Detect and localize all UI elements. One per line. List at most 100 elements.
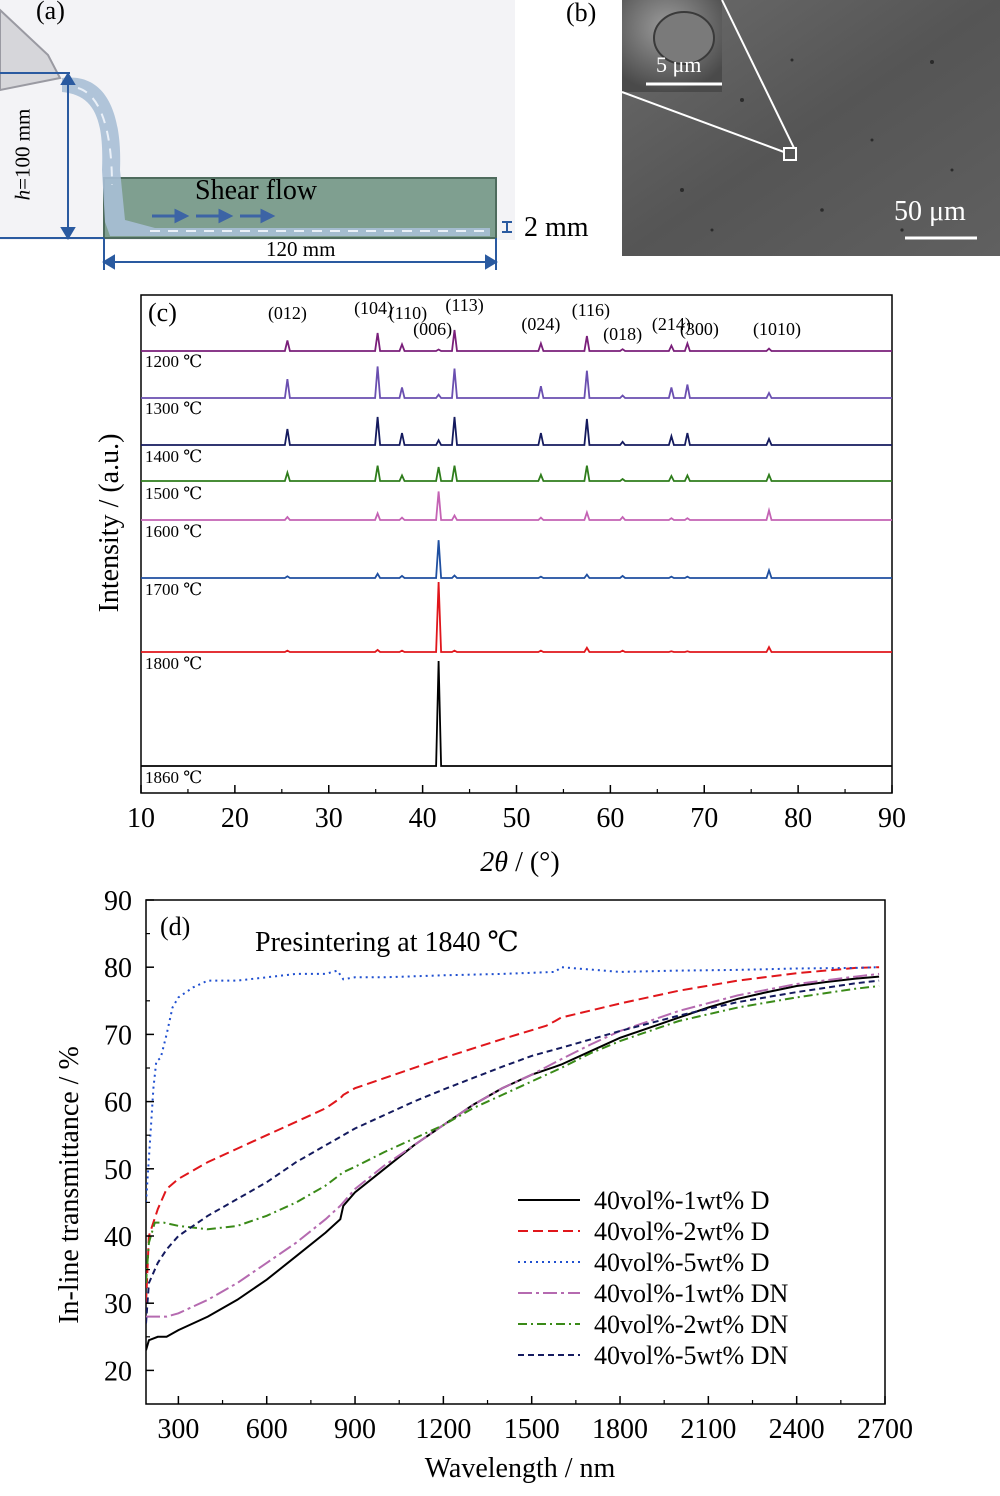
xrd-peak-label: (113)	[445, 295, 483, 316]
flow-streamline	[77, 87, 113, 186]
xrd-x-tick-label: 40	[409, 803, 437, 834]
tr-y-axis-label: In-line transmittance / %	[54, 1046, 85, 1324]
xrd-plot-frame	[140, 294, 893, 794]
inset-leader-upper	[721, 0, 795, 149]
tr-x-tick-label: 900	[334, 1414, 376, 1445]
tr-plot-frame	[145, 899, 886, 1405]
tr-x-tick-label: 1800	[592, 1414, 648, 1445]
xrd-peak-label: (018)	[603, 324, 642, 345]
tr-series-line	[146, 979, 880, 1324]
tr-x-tick-label: 1200	[415, 1414, 471, 1445]
tr-legend-label: 40vol%-5wt% D	[594, 1248, 769, 1277]
tr-legend-label: 40vol%-1wt% DN	[594, 1279, 788, 1308]
xrd-series-label: 1200 ℃	[145, 352, 202, 371]
xrd-x-ticks: 10 20 30 40 50 60 70 80 90	[127, 785, 906, 834]
xrd-series-group: 1200 ℃ 1300 ℃ 1400 ℃ 1500 ℃ 1600 ℃ 1700 ℃ 1800…	[141, 329, 892, 787]
tr-series-line	[146, 966, 880, 1304]
tr-x-tick-label: 2400	[769, 1414, 825, 1445]
transmittance-chart: 300 600 900 1200 1500 1800 2100 2400 2700 20 30 40…	[54, 886, 913, 1484]
xrd-series-label: 1600 ℃	[145, 522, 202, 541]
xrd-peak-label: (110)	[389, 303, 427, 324]
tr-x-axis-label: Wavelength / nm	[425, 1453, 616, 1484]
panel-a-schematic	[0, 0, 515, 270]
xrd-x-tick-label: 50	[503, 803, 531, 834]
tr-legend-label: 40vol%-5wt% DN	[594, 1341, 788, 1370]
xrd-x-tick-label: 80	[784, 803, 812, 834]
length-dimension	[102, 238, 498, 270]
xrd-peak-label: (104)	[354, 298, 393, 319]
xrd-peak-label: (012)	[268, 303, 307, 324]
xrd-peak-labels: (012) (104)(110)(006) (113) (024) (116) (018)…	[268, 295, 801, 345]
xrd-x-tick-label: 10	[127, 803, 155, 834]
tr-x-tick-label: 2100	[680, 1414, 736, 1445]
panel-a-label: (a)	[36, 0, 65, 25]
xrd-x-tick-label: 70	[690, 803, 718, 834]
tr-series-line	[146, 972, 880, 1318]
xrd-series-line	[141, 581, 892, 653]
tr-legend-label: 40vol%-2wt% DN	[594, 1310, 788, 1339]
xrd-series-label: 1500 ℃	[145, 484, 202, 503]
panel-c: 1200 ℃ 1300 ℃ 1400 ℃ 1500 ℃ 1600 ℃ 1700 ℃ 1800…	[0, 283, 1000, 883]
shear-flow-label: Shear flow	[195, 175, 318, 206]
tr-x-ticks: 300 600 900 1200 1500 1800 2100 2400 2700	[157, 1396, 913, 1445]
xrd-peak-label: (300)	[680, 319, 719, 340]
tr-x-tick-label: 1500	[504, 1414, 560, 1445]
xrd-peak-label: (006)	[413, 319, 452, 340]
tr-y-tick-label: 50	[104, 1155, 132, 1186]
xrd-series-line	[141, 416, 892, 446]
panel-a: (a) Shear flow 120 mm h=100 mm	[0, 0, 520, 275]
main-scale-label: 50 μm	[894, 196, 966, 227]
xrd-peak-label: (116)	[572, 300, 610, 321]
thickness-marker	[502, 221, 512, 233]
beaker-icon	[0, 8, 62, 92]
xrd-series-line	[141, 660, 892, 767]
tr-y-tick-label: 40	[104, 1222, 132, 1253]
xrd-series-line	[141, 465, 892, 482]
panel-c-label: (c)	[148, 298, 177, 327]
xrd-x-tick-label: 30	[315, 803, 343, 834]
tr-y-tick-label: 60	[104, 1088, 132, 1119]
inset-scale-label: 5 μm	[656, 52, 702, 77]
xrd-series-line	[141, 366, 892, 399]
height-dimension	[0, 72, 104, 240]
zoom-region-box	[783, 147, 797, 161]
panel-d-label: (d)	[160, 912, 190, 941]
xrd-chart: 1200 ℃ 1300 ℃ 1400 ℃ 1500 ℃ 1600 ℃ 1700 ℃ 1800…	[94, 294, 906, 878]
length-label: 120 mm	[266, 237, 336, 261]
tr-x-tick-label: 300	[157, 1414, 199, 1445]
xrd-series-label: 1700 ℃	[145, 580, 202, 599]
xrd-x-tick-label: 20	[221, 803, 249, 834]
tr-series-line	[146, 985, 880, 1284]
tr-y-ticks: 20 30 40 50 60 70 80 90	[104, 886, 154, 1387]
xrd-peak-label: (1010)	[753, 319, 801, 340]
tr-y-tick-label: 20	[104, 1356, 132, 1387]
xrd-x-tick-label: 90	[878, 803, 906, 834]
inset-leader-lower	[621, 91, 785, 153]
height-label: h=100 mm	[11, 90, 36, 220]
xrd-xlabel-rest: / (°)	[508, 847, 560, 878]
panel-d: 300 600 900 1200 1500 1800 2100 2400 2700 20 30 40…	[0, 885, 1000, 1491]
tr-legend-label: 40vol%-1wt% D	[594, 1186, 769, 1215]
xrd-series-line	[141, 329, 892, 352]
xrd-peak-label: (024)	[521, 314, 560, 335]
tr-series-group	[146, 966, 880, 1351]
panel-b: 5 μm 50 μm	[621, 0, 1000, 256]
xrd-series-label: 1300 ℃	[145, 399, 202, 418]
tr-annotation: Presintering at 1840 ℃	[255, 927, 519, 958]
xrd-series-line	[141, 491, 892, 521]
xrd-series-label: 1400 ℃	[145, 447, 202, 466]
xrd-series-label: 1860 ℃	[145, 768, 202, 787]
height-label-italic: h	[10, 189, 35, 201]
tr-y-tick-label: 30	[104, 1289, 132, 1320]
shear-arrows	[152, 208, 276, 224]
xrd-x-axis-label: 2θ / (°)	[480, 847, 559, 878]
tr-x-tick-label: 2700	[857, 1414, 913, 1445]
sem-micrograph	[621, 0, 1000, 256]
xrd-series-line	[141, 540, 892, 579]
xrd-series-label: 1800 ℃	[145, 654, 202, 673]
panel-b-label: (b)	[566, 0, 597, 27]
xrd-x-tick-label: 60	[596, 803, 624, 834]
inset-grain	[653, 11, 715, 65]
sem-pores	[680, 58, 954, 232]
